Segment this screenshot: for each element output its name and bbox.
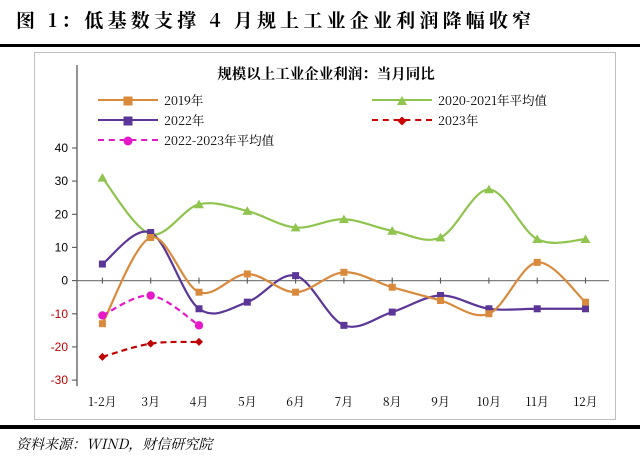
svg-text:3月: 3月 [141,393,160,410]
svg-text:0: 0 [61,274,68,288]
svg-text:30: 30 [55,174,69,188]
svg-text:-30: -30 [51,373,69,387]
svg-text:10月: 10月 [477,393,501,410]
svg-text:20: 20 [55,207,69,221]
svg-text:-10: -10 [51,307,69,321]
svg-text:11月: 11月 [526,393,549,410]
svg-text:1-2月: 1-2月 [88,393,117,410]
svg-text:-20: -20 [51,340,69,354]
svg-text:4月: 4月 [190,393,209,410]
svg-text:8月: 8月 [383,393,402,410]
svg-text:10: 10 [55,240,69,254]
svg-text:5月: 5月 [238,393,257,410]
svg-text:6月: 6月 [286,393,305,410]
svg-text:12月: 12月 [573,393,597,410]
svg-text:9月: 9月 [431,393,450,410]
svg-text:7月: 7月 [335,393,354,410]
svg-text:40: 40 [55,141,69,155]
